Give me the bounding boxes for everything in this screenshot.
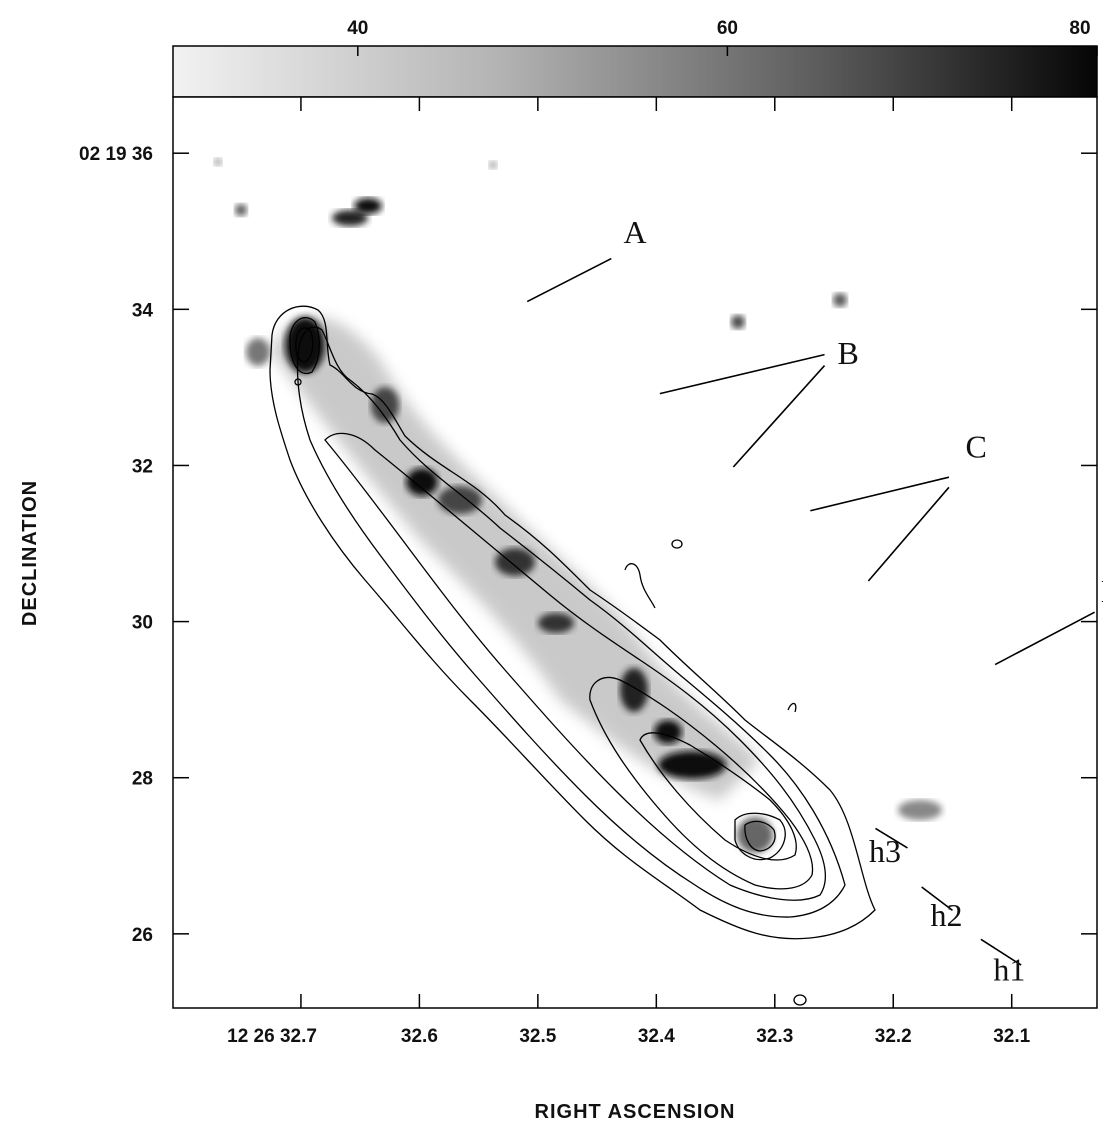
colorbar: 40 60 80 — [172, 18, 1098, 98]
knot-d — [620, 668, 648, 712]
contour-c-tail — [624, 563, 656, 609]
annotation-label-a: A — [623, 214, 646, 250]
annotation-line-a-0 — [526, 257, 612, 303]
contour-island-3 — [294, 378, 302, 386]
x-tick-label-5: 32.2 — [875, 1026, 912, 1047]
annotation-line-b-1 — [732, 365, 826, 468]
y-tick-label-2: 32 — [132, 456, 153, 477]
x-tick-label-6: 32.1 — [993, 1026, 1030, 1047]
annotation-label-h2: h2 — [931, 897, 963, 933]
x-axis: 12 26 32.7 32.6 32.5 32.4 32.3 32.2 32.1 — [227, 97, 1031, 1047]
annotation-line-h1-0 — [980, 938, 1022, 966]
plot-area: 12 26 32.7 32.6 32.5 32.4 32.3 32.2 32.1 02 19… — [79, 96, 1103, 1047]
blob-top-2 — [354, 198, 382, 214]
annotation-line-h3-0 — [875, 827, 908, 849]
x-tick-label-2: 32.5 — [519, 1026, 556, 1047]
annotation-label-h3: h3 — [869, 833, 901, 869]
y-tick-label-4: 28 — [132, 769, 153, 790]
knot-h1 — [654, 720, 682, 744]
hotspot — [737, 817, 773, 853]
blob-right-3 — [898, 800, 942, 820]
contour-hotspot-1 — [734, 812, 786, 861]
colorbar-tick-label-0: 40 — [347, 18, 368, 39]
blob-top-left — [214, 158, 222, 166]
contour-island-2 — [793, 994, 807, 1006]
blob-bottom — [615, 1015, 629, 1029]
y-tick-label-0: 02 19 36 — [79, 144, 153, 165]
x-tick-label-4: 32.3 — [756, 1026, 793, 1047]
blob-right-2 — [833, 293, 847, 307]
knot-b3 — [438, 486, 482, 514]
knot-h2 — [658, 751, 726, 779]
contours — [269, 305, 876, 1006]
contour-a-1 — [289, 317, 320, 375]
contour-4 — [589, 676, 814, 890]
y-tick-label-3: 30 — [132, 613, 153, 634]
colorbar-tick-label-2: 80 — [1069, 18, 1090, 39]
greyscale-image — [214, 158, 942, 1029]
annotation-label-d: D — [1101, 573, 1103, 609]
knot-c2 — [538, 613, 574, 633]
annotation-label-b: B — [838, 335, 859, 371]
annotation-line-d-0 — [994, 611, 1096, 666]
annotation-line-c-0 — [810, 476, 950, 512]
contour-3 — [324, 432, 827, 901]
contour-outer — [269, 305, 876, 940]
colorbar-tick-label-1: 60 — [717, 18, 738, 39]
blob-top-1 — [332, 210, 368, 226]
plot-frame — [172, 96, 1098, 1009]
annotation-line-h2-0 — [921, 886, 953, 912]
blob-left — [246, 338, 270, 366]
annotation-label-h1: h1 — [993, 952, 1025, 988]
y-axis-title: DECLINATION — [19, 480, 41, 626]
contour-5 — [639, 732, 797, 861]
annotation-line-b-0 — [659, 353, 825, 395]
annotation-label-c: C — [965, 429, 986, 465]
annotation-line-c-1 — [867, 486, 950, 582]
contour-island-4 — [787, 702, 797, 713]
contour-island-1 — [671, 539, 683, 549]
blob-top-mid — [489, 161, 497, 169]
y-tick-label-1: 34 — [132, 300, 154, 321]
contour-hotspot-2 — [744, 820, 776, 852]
x-tick-label-0: 12 26 32.7 — [227, 1026, 317, 1047]
y-axis: 02 19 36 34 32 30 28 26 — [79, 144, 1097, 946]
colorbar-ticks: 40 60 80 — [347, 18, 1098, 56]
knot-c1 — [495, 548, 535, 576]
knot-b2 — [406, 468, 438, 496]
colorbar-gradient — [172, 45, 1098, 98]
y-tick-label-5: 26 — [132, 925, 153, 946]
blob-top-3 — [235, 204, 247, 216]
knot-a — [285, 317, 325, 373]
contour-2 — [296, 326, 846, 918]
blob-right-1 — [731, 315, 745, 329]
x-axis-title: RIGHT ASCENSION — [535, 1101, 736, 1123]
contour-a-2 — [295, 327, 314, 363]
annotations: ABCDHh3h2h1 — [526, 214, 1103, 988]
x-tick-label-1: 32.6 — [401, 1026, 438, 1047]
x-tick-label-3: 32.4 — [638, 1026, 675, 1047]
